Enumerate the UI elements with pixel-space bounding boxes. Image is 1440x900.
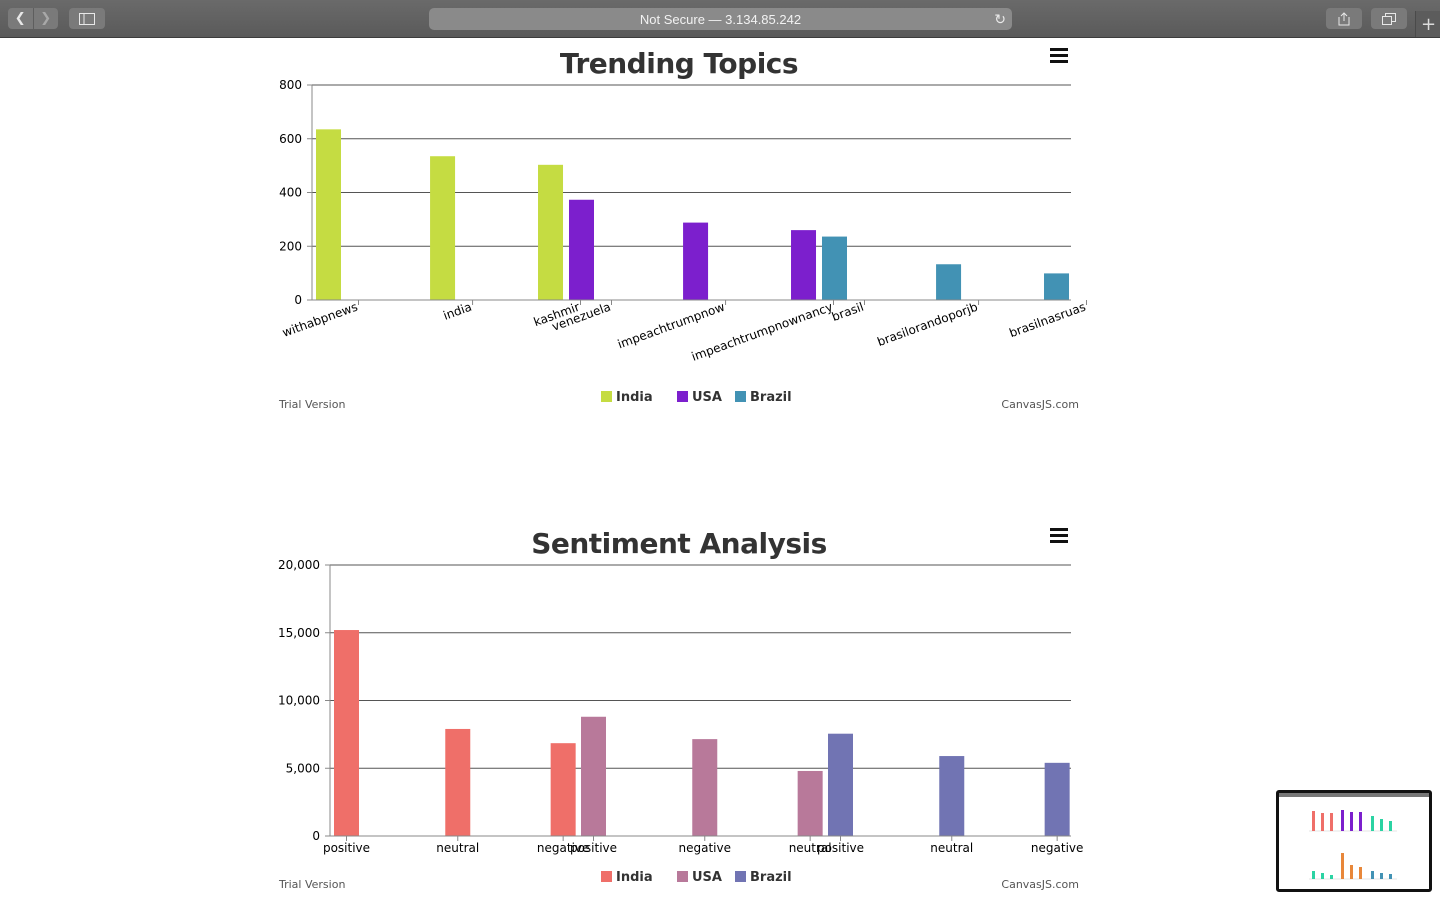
bar[interactable] bbox=[581, 716, 606, 836]
x-tick-label: india bbox=[441, 300, 473, 323]
sentiment-analysis-chart: Sentiment Analysis 0 5,000 10,000 15,000 20,0… bbox=[278, 527, 1083, 891]
address-text: Not Secure — 3.134.85.242 bbox=[639, 11, 802, 27]
legend-swatch bbox=[677, 391, 688, 402]
history-nav: ❮ ❯ bbox=[8, 8, 58, 29]
menu-icon[interactable] bbox=[1050, 528, 1068, 543]
address-bar[interactable]: Not Secure — 3.134.85.242 ↻ bbox=[429, 8, 1012, 30]
x-tick-label: positive bbox=[323, 841, 370, 855]
legend-item[interactable]: Brazil bbox=[735, 390, 792, 405]
y-tick-label: 10,000 bbox=[278, 694, 320, 708]
chart-title: Sentiment Analysis bbox=[531, 527, 827, 560]
y-tick-label: 200 bbox=[279, 239, 302, 253]
x-tick-label: neutral bbox=[789, 841, 832, 855]
legend-swatch bbox=[677, 871, 688, 882]
legend-item[interactable]: USA bbox=[677, 390, 722, 405]
bar[interactable] bbox=[936, 264, 962, 300]
share-icon[interactable] bbox=[1326, 8, 1362, 29]
y-tick-label: 0 bbox=[312, 829, 320, 843]
bar[interactable] bbox=[1044, 273, 1070, 300]
legend-label: Brazil bbox=[750, 390, 792, 405]
legend: India USA Brazil bbox=[601, 390, 792, 405]
legend-label: Brazil bbox=[750, 870, 792, 885]
bar[interactable] bbox=[550, 743, 576, 836]
bar[interactable] bbox=[822, 236, 847, 300]
legend-item[interactable]: USA bbox=[677, 870, 722, 885]
legend-label: USA bbox=[692, 390, 722, 405]
chart-title: Trending Topics bbox=[560, 47, 798, 80]
forward-icon[interactable]: ❯ bbox=[32, 8, 59, 29]
x-tick-label: brasil bbox=[830, 300, 866, 324]
x-tick-label: negative bbox=[537, 841, 589, 855]
y-tick-label: 5,000 bbox=[286, 761, 320, 775]
menu-icon[interactable] bbox=[1050, 48, 1068, 63]
canvasjs-credit-link[interactable]: CanvasJS.com bbox=[1001, 398, 1079, 411]
x-tick-label: venezuela bbox=[550, 300, 613, 334]
x-tick-label: positive bbox=[570, 841, 617, 855]
tabs-overview-icon[interactable] bbox=[1371, 8, 1407, 29]
legend-item[interactable]: India bbox=[601, 390, 653, 405]
legend-item[interactable]: India bbox=[601, 870, 653, 885]
bar[interactable] bbox=[828, 733, 853, 836]
x-tick-label: positive bbox=[817, 841, 864, 855]
reload-icon[interactable]: ↻ bbox=[994, 11, 1006, 27]
y-tick-label: 20,000 bbox=[278, 558, 320, 572]
trial-version-label: Trial Version bbox=[278, 398, 345, 411]
x-tick-label: withabpnews bbox=[280, 300, 359, 340]
y-tick-label: 0 bbox=[294, 293, 302, 307]
x-tick-label: brasilorandoporjb bbox=[875, 300, 979, 349]
x-tick-label: negative bbox=[679, 841, 731, 855]
y-tick-label: 15,000 bbox=[278, 626, 320, 640]
bar[interactable] bbox=[683, 222, 709, 300]
bar[interactable] bbox=[569, 199, 594, 300]
legend-swatch bbox=[601, 391, 612, 402]
new-tab-icon[interactable]: + bbox=[1415, 11, 1440, 37]
legend-label: India bbox=[616, 870, 653, 885]
legend: India USA Brazil bbox=[601, 870, 792, 885]
legend-item[interactable]: Brazil bbox=[735, 870, 792, 885]
browser-toolbar: ❮ ❯ Not Secure — 3.134.85.242 ↻ + bbox=[0, 0, 1440, 38]
back-icon[interactable]: ❮ bbox=[14, 11, 26, 26]
legend-swatch bbox=[735, 871, 746, 882]
trending-topics-chart: Trending Topics 0 200 400 600 800 withabpnews i… bbox=[278, 47, 1088, 411]
y-tick-label: 800 bbox=[279, 78, 302, 92]
y-tick-label: 600 bbox=[279, 132, 302, 146]
legend-label: India bbox=[616, 390, 653, 405]
x-tick-label: neutral bbox=[436, 841, 479, 855]
screenshot-thumbnail[interactable] bbox=[1276, 790, 1432, 892]
bar[interactable] bbox=[334, 630, 359, 836]
legend-label: USA bbox=[692, 870, 722, 885]
x-tick-label: neutral bbox=[930, 841, 973, 855]
trial-version-label: Trial Version bbox=[278, 878, 345, 891]
legend-swatch bbox=[601, 871, 612, 882]
bar[interactable] bbox=[430, 156, 456, 300]
x-tick-label: negative bbox=[1031, 841, 1083, 855]
sidebar-toggle-icon[interactable] bbox=[69, 8, 105, 29]
y-tick-label: 400 bbox=[279, 186, 302, 200]
bar[interactable] bbox=[791, 230, 817, 300]
bar[interactable] bbox=[797, 770, 823, 836]
x-tick-label: brasilnasruas bbox=[1007, 300, 1087, 341]
legend-swatch bbox=[735, 391, 746, 402]
bar[interactable] bbox=[445, 728, 471, 836]
bar[interactable] bbox=[316, 129, 341, 300]
canvasjs-credit-link[interactable]: CanvasJS.com bbox=[1001, 878, 1079, 891]
bar[interactable] bbox=[692, 739, 718, 836]
bar[interactable] bbox=[1044, 762, 1070, 836]
bar[interactable] bbox=[939, 756, 965, 836]
bar[interactable] bbox=[538, 164, 564, 300]
